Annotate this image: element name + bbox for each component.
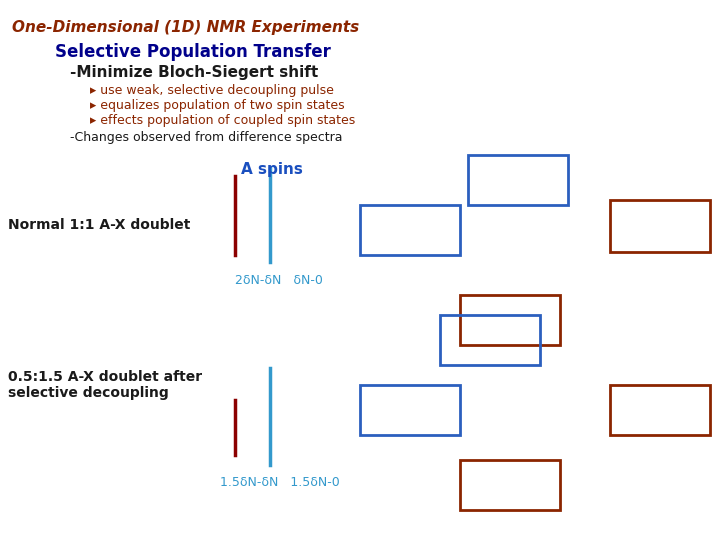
- Bar: [460, 460, 560, 510]
- Text: -Minimize Bloch-Siegert shift: -Minimize Bloch-Siegert shift: [70, 65, 318, 80]
- Text: ▸ effects population of coupled spin states: ▸ effects population of coupled spin sta…: [90, 114, 355, 127]
- Text: ▸ use weak, selective decoupling pulse: ▸ use weak, selective decoupling pulse: [90, 84, 334, 97]
- Bar: [460, 295, 560, 345]
- Bar: [440, 315, 540, 365]
- Bar: [468, 155, 568, 205]
- Text: ▸ equalizes population of two spin states: ▸ equalizes population of two spin state…: [90, 99, 345, 112]
- Text: 1.5δN-δN   1.5δN-0: 1.5δN-δN 1.5δN-0: [220, 476, 340, 489]
- Bar: [610, 385, 710, 435]
- Text: One-Dimensional (1D) NMR Experiments: One-Dimensional (1D) NMR Experiments: [12, 20, 359, 35]
- Bar: [360, 385, 460, 435]
- Text: A spins: A spins: [241, 162, 303, 177]
- Text: 0.5:1.5 A-X doublet after
selective decoupling: 0.5:1.5 A-X doublet after selective deco…: [8, 370, 202, 400]
- Text: Normal 1:1 A-X doublet: Normal 1:1 A-X doublet: [8, 218, 190, 232]
- Text: -Changes observed from difference spectra: -Changes observed from difference spectr…: [70, 131, 343, 144]
- Bar: [610, 200, 710, 252]
- Text: 2δN-δN   δN-0: 2δN-δN δN-0: [235, 274, 323, 287]
- Text: Selective Population Transfer: Selective Population Transfer: [55, 43, 331, 61]
- Bar: [360, 205, 460, 255]
